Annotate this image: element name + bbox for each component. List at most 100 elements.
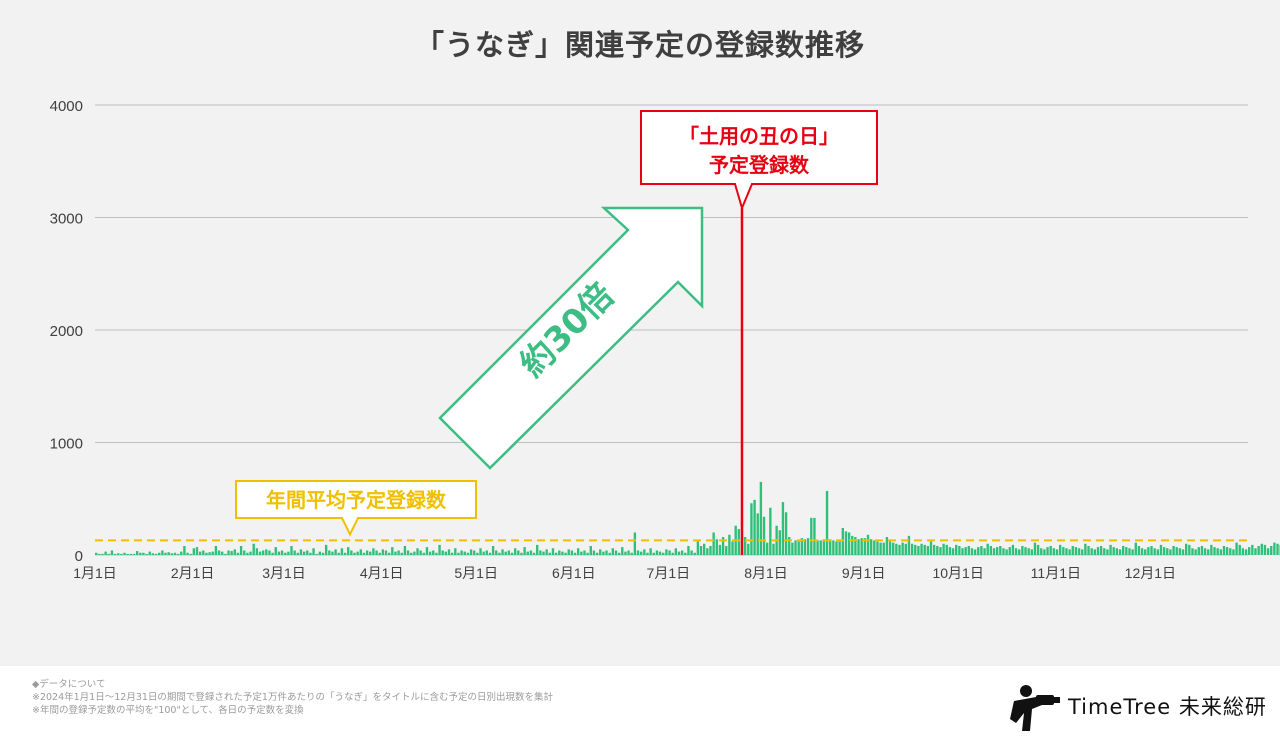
bar	[110, 550, 114, 555]
bar	[258, 551, 262, 555]
y-tick-label: 0	[75, 548, 83, 565]
bar	[274, 547, 277, 555]
bar	[347, 547, 350, 555]
bar	[416, 548, 419, 555]
bar	[759, 481, 763, 555]
average-callout-box	[235, 480, 477, 537]
bar	[372, 548, 375, 555]
bar	[1074, 547, 1078, 555]
bar	[1169, 549, 1172, 555]
bar	[460, 550, 463, 555]
bar	[592, 550, 596, 555]
bar	[123, 552, 126, 555]
bar	[589, 546, 592, 555]
x-tick-label: 5月1日	[454, 565, 498, 581]
bar	[1062, 547, 1065, 555]
bar	[873, 540, 876, 555]
bar	[1225, 547, 1229, 555]
bar	[1244, 549, 1248, 555]
bar	[882, 542, 885, 555]
bar	[302, 551, 306, 555]
bar	[202, 550, 205, 555]
bar	[1109, 544, 1112, 555]
bar	[712, 532, 715, 555]
bar	[1260, 543, 1263, 555]
x-tick-label: 11月1日	[1031, 565, 1081, 581]
bar	[1172, 546, 1175, 555]
bar	[513, 548, 517, 555]
bar	[1175, 547, 1178, 555]
bar	[113, 553, 117, 555]
bar	[1128, 548, 1131, 555]
bar	[863, 538, 867, 555]
bar	[1254, 548, 1257, 555]
bar	[261, 550, 265, 555]
bar	[387, 552, 391, 555]
bar	[120, 553, 123, 555]
bar	[526, 551, 529, 555]
bar	[1077, 548, 1081, 555]
bar	[1071, 546, 1074, 555]
bar	[955, 544, 958, 555]
bar	[983, 548, 986, 555]
bar	[211, 551, 214, 555]
bar	[214, 546, 218, 555]
bar	[548, 552, 552, 555]
bar	[800, 538, 804, 555]
bar	[1222, 546, 1226, 555]
bar	[876, 541, 879, 555]
bar	[227, 550, 230, 555]
bar	[841, 528, 844, 555]
bar	[1181, 549, 1185, 555]
bar	[1229, 548, 1232, 555]
bar	[680, 550, 684, 555]
bar	[945, 544, 948, 555]
bar	[1150, 546, 1153, 555]
y-tick-label: 2000	[50, 323, 83, 340]
bar	[1232, 549, 1235, 555]
bar	[265, 549, 268, 555]
bar	[958, 546, 961, 555]
bar	[463, 551, 466, 555]
bar	[1213, 547, 1216, 555]
bar	[756, 513, 759, 555]
bar	[318, 551, 322, 555]
bar	[633, 532, 637, 555]
bar	[762, 516, 766, 555]
bar	[690, 550, 693, 555]
bar	[599, 549, 602, 555]
bar	[743, 537, 747, 555]
bar	[1036, 544, 1040, 555]
bar	[838, 541, 841, 555]
bar	[1241, 548, 1245, 555]
bar	[829, 539, 832, 555]
bar	[473, 550, 476, 555]
bar	[662, 552, 665, 555]
bar	[517, 550, 520, 555]
bar	[595, 552, 599, 555]
bar	[608, 552, 611, 555]
bar	[1263, 544, 1267, 555]
bar	[1166, 548, 1169, 555]
bar	[907, 535, 911, 555]
bar	[721, 537, 725, 555]
bar	[107, 553, 110, 555]
bar	[403, 546, 407, 555]
bar	[973, 549, 977, 555]
bar	[706, 548, 709, 555]
bar	[825, 490, 829, 555]
bar	[892, 542, 895, 555]
bar	[176, 553, 180, 555]
bar	[101, 553, 104, 555]
bar	[419, 550, 422, 555]
peak-callout-title: 「土用の丑の日」	[679, 124, 839, 148]
bar	[970, 548, 974, 555]
bar	[917, 546, 920, 555]
bar	[835, 541, 838, 555]
bar	[1238, 544, 1241, 555]
bar	[810, 517, 813, 555]
bar	[992, 548, 996, 555]
x-tick-label: 1月1日	[73, 565, 117, 581]
bar	[1270, 546, 1273, 555]
bar	[844, 531, 848, 555]
